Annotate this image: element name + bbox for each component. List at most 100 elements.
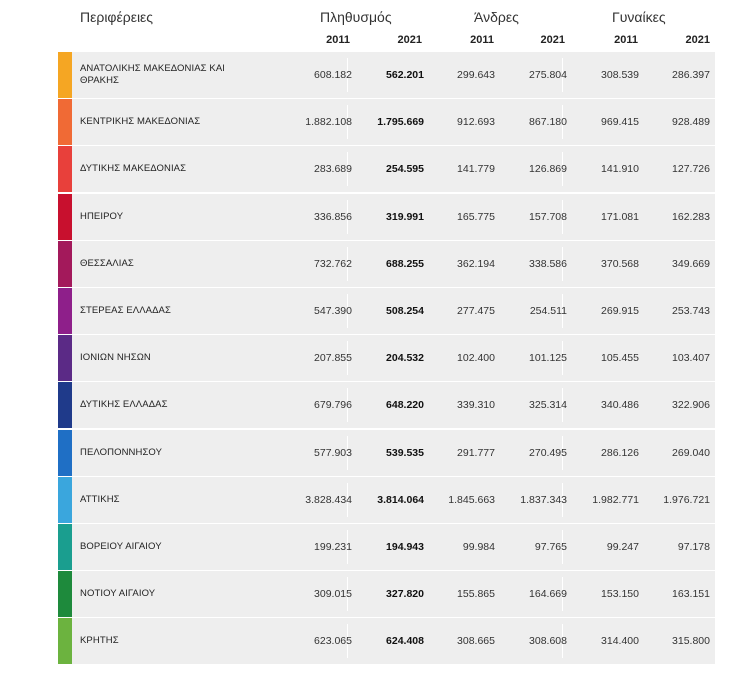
region-color-swatch: [58, 99, 72, 146]
population-2011-cell: 199.231: [314, 540, 352, 553]
women-2021-cell: 127.726: [672, 163, 710, 176]
women-2021-cell: 162.283: [672, 210, 710, 223]
column-divider: [347, 529, 348, 564]
population-2021-cell: 624.408: [386, 635, 424, 648]
column-divider: [562, 105, 563, 140]
men-2011-cell: 299.643: [457, 69, 495, 81]
region-name: ΑΤΤΙΚΗΣ: [80, 493, 120, 505]
region-name: ΝΟΤΙΟΥ ΑΙΓΑΙΟΥ: [80, 588, 156, 600]
women-2011-cell: 969.415: [601, 116, 639, 129]
year-header-women-2021: 2021: [685, 34, 710, 46]
column-divider: [562, 577, 563, 612]
population-2011-cell: 732.762: [314, 257, 352, 270]
column-divider: [347, 435, 348, 470]
region-color-swatch: [58, 240, 72, 287]
column-divider: [562, 293, 563, 328]
population-2021-cell: 648.220: [386, 399, 424, 412]
men-2011-cell: 102.400: [457, 352, 495, 365]
women-2011-cell: 269.915: [601, 304, 639, 317]
population-2021-cell: 508.254: [386, 304, 424, 317]
column-divider: [562, 152, 563, 187]
population-2011-cell: 283.689: [314, 163, 352, 176]
column-divider: [562, 246, 563, 281]
men-2011-cell: 165.775: [457, 210, 495, 223]
women-2021-cell: 103.407: [672, 352, 710, 365]
column-divider: [347, 482, 348, 517]
column-divider: [562, 58, 563, 92]
regions-table-body: ΑΝΑΤΟΛΙΚΗΣ ΜΑΚΕΔΟΝΙΑΣ ΚΑΙ ΘΡΑΚΗΣ 608.182 5…: [58, 52, 715, 665]
population-header: Πληθυσμός: [320, 9, 392, 25]
women-2011-cell: 141.910: [601, 163, 639, 176]
population-2021-cell: 327.820: [386, 588, 424, 601]
men-2021-cell: 126.869: [529, 163, 567, 176]
women-2011-cell: 340.486: [601, 399, 639, 412]
table-row: ΔΥΤΙΚΗΣ ΕΛΛΑΔΑΣ 679.796 648.220 339.310 325.…: [58, 382, 715, 429]
men-2021-cell: 254.511: [529, 304, 567, 317]
table-row: ΘΕΣΣΑΛΙΑΣ 732.762 688.255 362.194 338.586 370…: [58, 240, 715, 287]
table-row: ΔΥΤΙΚΗΣ ΜΑΚΕΔΟΝΙΑΣ 283.689 254.595 141.779 1…: [58, 146, 715, 193]
women-2021-cell: 286.397: [672, 69, 710, 81]
women-2011-cell: 99.247: [606, 540, 639, 553]
table-row: ΝΟΤΙΟΥ ΑΙΓΑΙΟΥ 309.015 327.820 155.865 164.6…: [58, 571, 715, 618]
population-2021-cell: 3.814.064: [377, 493, 424, 506]
men-2011-cell: 99.984: [462, 540, 495, 553]
women-2021-cell: 163.151: [672, 588, 710, 601]
population-2011-cell: 336.856: [314, 210, 352, 223]
men-2021-cell: 101.125: [529, 352, 567, 365]
table-row: ΚΕΝΤΡΙΚΗΣ ΜΑΚΕΔΟΝΙΑΣ 1.882.108 1.795.669 91…: [58, 99, 715, 146]
table-row: ΑΤΤΙΚΗΣ 3.828.434 3.814.064 1.845.663 1.837.…: [58, 476, 715, 523]
column-divider: [562, 435, 563, 470]
region-color-swatch: [58, 429, 72, 476]
men-2011-cell: 362.194: [457, 257, 495, 270]
region-name: ΔΥΤΙΚΗΣ ΕΛΛΑΔΑΣ: [80, 399, 168, 411]
men-2011-cell: 155.865: [457, 588, 495, 601]
men-2011-cell: 141.779: [457, 163, 495, 176]
year-header-women-2011: 2011: [614, 34, 638, 46]
column-divider: [347, 58, 348, 92]
region-name: ΔΥΤΙΚΗΣ ΜΑΚΕΔΟΝΙΑΣ: [80, 163, 187, 175]
population-2021-cell: 319.991: [386, 210, 424, 223]
population-2011-cell: 577.903: [314, 446, 352, 459]
region-color-swatch: [58, 382, 72, 429]
population-2011-cell: 207.855: [314, 352, 352, 365]
men-2011-cell: 339.310: [457, 399, 495, 412]
women-2011-cell: 308.539: [601, 69, 639, 81]
men-2011-cell: 1.845.663: [448, 493, 495, 506]
column-divider: [347, 246, 348, 281]
region-name: ΑΝΑΤΟΛΙΚΗΣ ΜΑΚΕΔΟΝΙΑΣ ΚΑΙ ΘΡΑΚΗΣ: [80, 63, 225, 86]
population-2011-cell: 1.882.108: [305, 116, 352, 129]
men-2021-cell: 1.837.343: [520, 493, 567, 506]
women-2021-cell: 97.178: [677, 540, 710, 553]
region-color-swatch: [58, 52, 72, 98]
men-2021-cell: 338.586: [529, 257, 567, 270]
year-header-men-2021: 2021: [540, 34, 565, 46]
population-2011-cell: 547.390: [314, 304, 352, 317]
region-name: ΣΤΕΡΕΑΣ ΕΛΛΑΔΑΣ: [80, 304, 171, 316]
column-divider: [562, 482, 563, 517]
men-2021-cell: 275.804: [529, 69, 567, 81]
population-2021-cell: 688.255: [386, 257, 424, 270]
population-2021-cell: 254.595: [386, 163, 424, 176]
women-2011-cell: 171.081: [601, 210, 639, 223]
column-divider: [562, 341, 563, 376]
women-2021-cell: 349.669: [672, 257, 710, 270]
population-2021-cell: 1.795.669: [377, 116, 424, 129]
men-2021-cell: 325.314: [529, 399, 567, 412]
population-2011-cell: 608.182: [314, 69, 352, 81]
women-header: Γυναίκες: [612, 9, 666, 25]
men-2021-cell: 97.765: [534, 540, 567, 553]
population-2021-cell: 539.535: [386, 446, 424, 459]
men-2021-cell: 270.495: [529, 446, 567, 459]
men-header: Άνδρες: [474, 9, 519, 25]
region-color-swatch: [58, 146, 72, 193]
column-divider: [562, 388, 563, 423]
region-name: ΚΡΗΤΗΣ: [80, 635, 119, 647]
region-name: ΙΟΝΙΩΝ ΝΗΣΩΝ: [80, 352, 151, 364]
region-name: ΒΟΡΕΙΟΥ ΑΙΓΑΙΟΥ: [80, 540, 162, 552]
women-2021-cell: 315.800: [672, 635, 710, 648]
population-2011-cell: 309.015: [314, 588, 352, 601]
region-color-swatch: [58, 523, 72, 570]
women-2011-cell: 370.568: [601, 257, 639, 270]
column-divider: [347, 624, 348, 659]
population-2021-cell: 194.943: [386, 540, 424, 553]
